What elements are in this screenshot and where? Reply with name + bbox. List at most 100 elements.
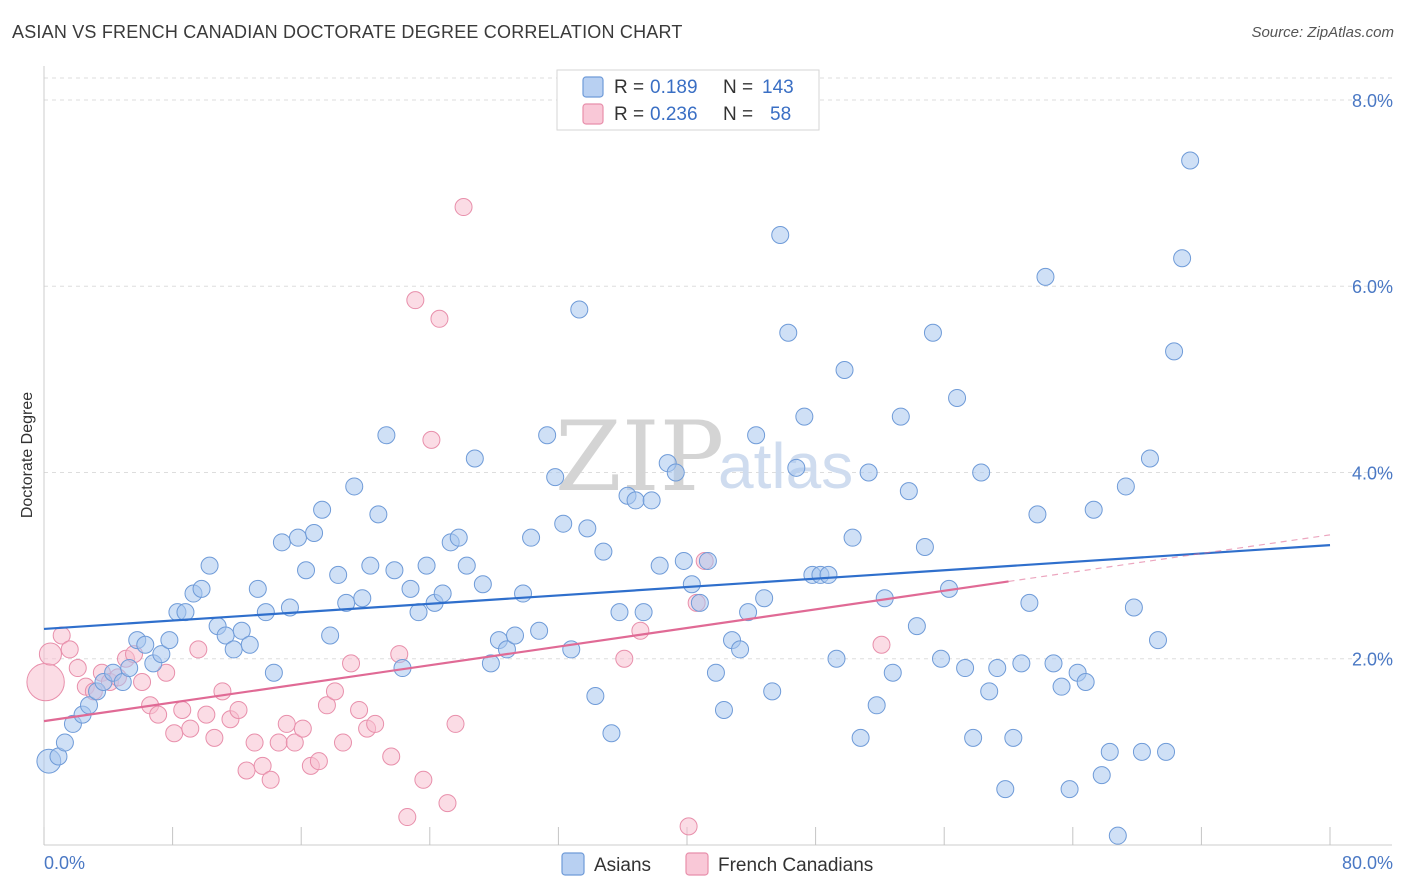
legend-n-label-asians: N =: [723, 77, 753, 98]
point-french-canadians-28: [261, 770, 280, 789]
point-french-canadians-29: [269, 733, 288, 752]
trend-line-dashed-french-canadians: [1008, 534, 1331, 583]
legend-r-label-asians: R =: [614, 77, 644, 98]
point-asians-107: [899, 482, 918, 501]
point-asians-29: [272, 533, 291, 552]
point-asians-42: [377, 426, 396, 445]
point-asians-53: [465, 449, 484, 468]
point-asians-14: [152, 645, 171, 664]
point-asians-116: [972, 463, 991, 482]
point-asians-142: [1181, 151, 1200, 170]
legend-r-value-asians: 0.189: [650, 77, 698, 98]
point-asians-103: [867, 696, 886, 715]
point-asians-63: [546, 468, 565, 487]
trend-line-asians: [43, 544, 1331, 631]
point-asians-99: [835, 361, 854, 380]
point-asians-114: [956, 659, 975, 678]
point-asians-89: [755, 589, 774, 608]
point-asians-122: [1020, 593, 1039, 612]
point-asians-140: [1165, 342, 1184, 361]
point-french-canadians-12: [133, 673, 152, 692]
axes: [43, 66, 1392, 846]
point-asians-134: [1116, 477, 1135, 496]
point-asians-131: [1092, 766, 1111, 785]
point-asians-2: [55, 733, 74, 752]
y-axis-label: Doctorate Degree: [19, 392, 36, 518]
point-asians-113: [948, 388, 967, 407]
point-asians-115: [964, 728, 983, 747]
point-asians-26: [248, 579, 267, 598]
point-asians-66: [570, 300, 589, 319]
point-asians-98: [827, 649, 846, 668]
point-asians-76: [650, 556, 669, 575]
point-asians-137: [1140, 449, 1159, 468]
point-asians-52: [457, 556, 476, 575]
point-asians-47: [417, 556, 436, 575]
point-french-canadians-49: [438, 794, 457, 813]
point-asians-25: [240, 635, 259, 654]
point-asians-119: [996, 780, 1015, 799]
point-asians-58: [505, 626, 524, 645]
data-points: [26, 151, 1200, 845]
point-asians-10: [120, 659, 139, 678]
point-asians-23: [224, 640, 243, 659]
legend-n-label-french-canadians: N =: [723, 104, 753, 125]
point-asians-92: [779, 323, 798, 342]
point-asians-120: [1004, 728, 1023, 747]
legend-n-value-asians: 143: [762, 77, 794, 98]
point-asians-106: [891, 407, 910, 426]
point-asians-111: [931, 649, 950, 668]
point-french-canadians-30: [277, 714, 296, 733]
point-french-canadians-22: [213, 682, 232, 701]
point-french-canadians-36: [325, 682, 344, 701]
point-asians-129: [1076, 673, 1095, 692]
point-french-canadians-15: [157, 663, 176, 682]
point-asians-46: [409, 603, 428, 622]
point-french-canadians-31: [285, 733, 304, 752]
point-french-canadians-21: [205, 728, 224, 747]
point-asians-67: [578, 519, 597, 538]
point-asians-31: [288, 528, 307, 547]
point-asians-38: [345, 477, 364, 496]
point-asians-91: [771, 225, 790, 244]
point-asians-12: [136, 635, 155, 654]
point-french-canadians-17: [173, 700, 192, 719]
point-asians-61: [530, 621, 549, 640]
point-asians-93: [787, 458, 806, 477]
point-french-canadians-54: [679, 817, 698, 836]
trend-line-french-canadians: [43, 580, 1009, 723]
y-tick-label-1: 4.0%: [1352, 463, 1393, 483]
point-asians-49: [433, 584, 452, 603]
point-asians-39: [353, 589, 372, 608]
point-asians-32: [297, 561, 316, 580]
point-asians-79: [674, 551, 693, 570]
point-asians-105: [883, 663, 902, 682]
point-asians-110: [923, 323, 942, 342]
point-asians-73: [626, 491, 645, 510]
bottom-legend-label-french-canadians: French Canadians: [718, 855, 873, 876]
point-french-canadians-42: [382, 747, 401, 766]
point-asians-64: [554, 514, 573, 533]
point-asians-55: [481, 654, 500, 673]
x-tick-min: 0.0%: [44, 853, 85, 873]
y-tick-label-3: 8.0%: [1352, 91, 1393, 111]
point-asians-33: [305, 524, 324, 543]
point-french-canadians-3: [60, 640, 79, 659]
legend-r-label-french-canadians: R =: [614, 104, 644, 125]
legend-n-value-french-canadians: 58: [770, 104, 791, 125]
point-asians-101: [851, 728, 870, 747]
point-french-canadians-46: [414, 770, 433, 789]
point-asians-117: [980, 682, 999, 701]
bottom-legend-swatch-asians: [561, 852, 585, 876]
point-asians-59: [514, 584, 533, 603]
point-french-canadians-37: [333, 733, 352, 752]
point-asians-62: [538, 426, 557, 445]
chart-source: Source: ZipAtlas.com: [1251, 24, 1394, 41]
point-french-canadians-45: [406, 291, 425, 310]
point-asians-94: [795, 407, 814, 426]
point-french-canadians-0: [26, 662, 65, 702]
legend-bottom: Asians French Canadians: [561, 852, 873, 876]
y-tick-label-0: 2.0%: [1352, 650, 1393, 670]
point-french-canadians-44: [398, 808, 417, 827]
